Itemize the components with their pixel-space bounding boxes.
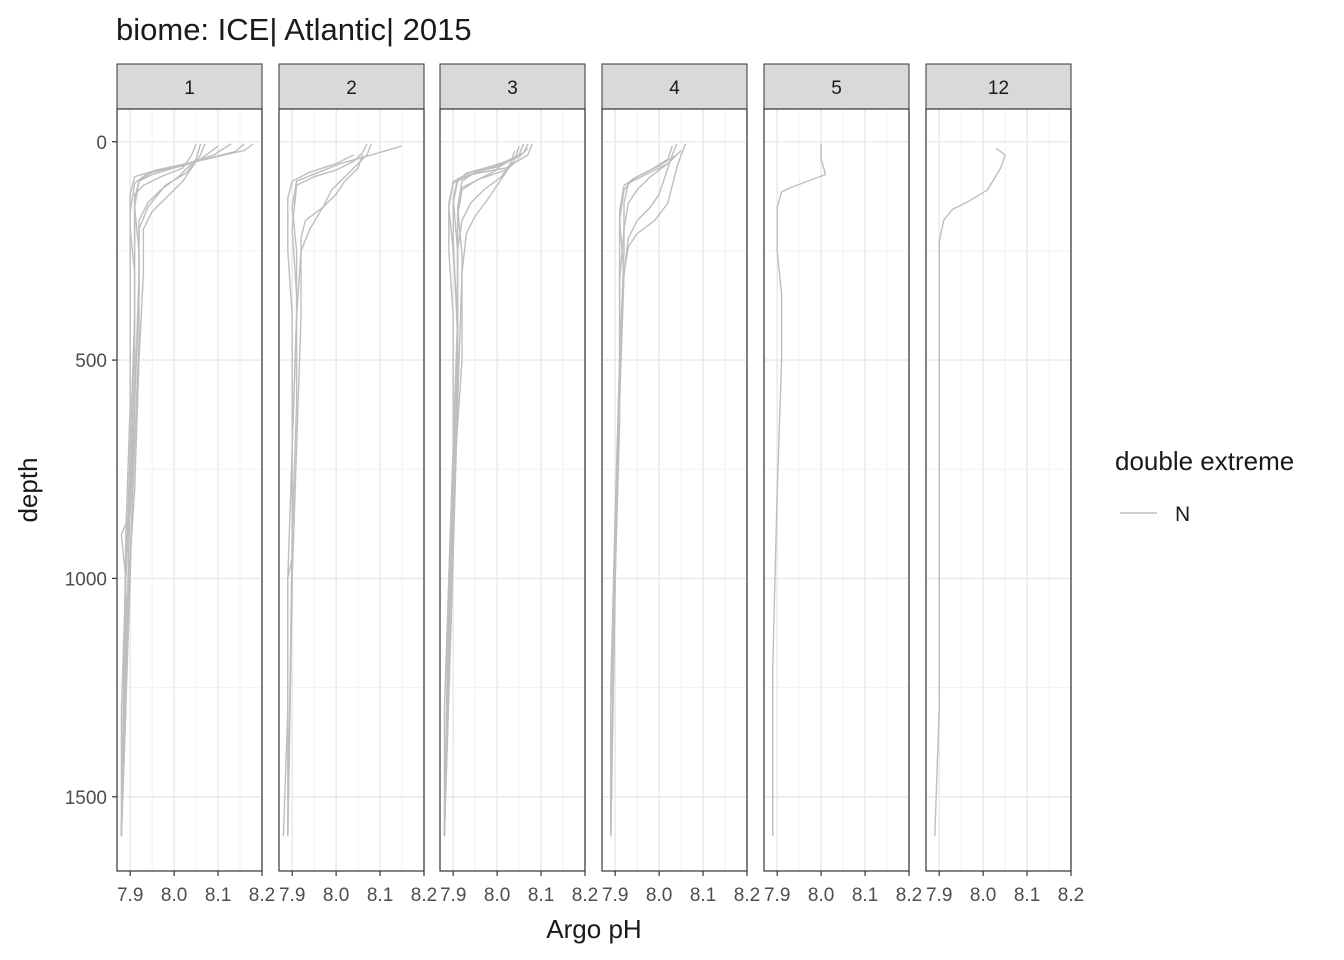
series-group [443,143,533,837]
profile-line [610,163,669,837]
x-axis-title: Argo pH [546,914,641,944]
chart-title: biome: ICE| Atlantic| 2015 [116,12,472,47]
panel-background [440,109,585,871]
x-tick-label: 8.0 [970,885,996,906]
facet-panel-3: 3 7.9 8.0 8.1 8.2 [439,63,598,906]
x-tick-label: 7.9 [764,885,790,906]
panel-background [926,109,1071,871]
facet-strip [601,63,748,110]
panel-border [116,108,263,872]
panel-background [602,109,747,871]
facet-strip-label: 12 [988,78,1009,99]
facet-strip [763,63,910,110]
facet-strip [278,63,425,110]
series-group [610,143,687,837]
x-tick-label: 7.9 [926,885,952,906]
facet-panels: 1 7.9 8.0 8.1 8.2 0 500 1000 1500 2 7.9 8.0 8.1 8.2 3 7… [65,63,1084,906]
profile-line [120,143,206,837]
x-tick-label: 8.2 [1058,885,1084,906]
x-tick-label: 8.2 [572,885,598,906]
facet-panel-2: 2 7.9 8.0 8.1 8.2 [278,63,437,906]
profile-line [772,143,827,837]
x-tick-label: 8.1 [852,885,878,906]
series-group [120,143,254,837]
series-group [934,147,1006,837]
legend: double extreme N [1115,446,1294,526]
facet-strip-label: 3 [507,78,518,99]
x-tick-label: 8.2 [249,885,275,906]
profile-line [120,143,232,837]
x-tick-label: 8.0 [323,885,349,906]
y-tick-label: 1500 [65,788,107,809]
profile-line [120,163,193,837]
series-group [282,143,403,837]
panel-border [763,108,910,872]
facet-strip-label: 1 [184,78,195,99]
facet-strip [925,63,1072,110]
facet-panel-12: 12 7.9 8.0 8.1 8.2 [925,63,1084,906]
x-tick-label: 7.9 [117,885,143,906]
x-tick-label: 7.9 [440,885,466,906]
y-tick-label: 1000 [65,569,107,590]
facet-panel-5: 5 7.9 8.0 8.1 8.2 [763,63,922,906]
x-tick-label: 8.1 [690,885,716,906]
profile-line [287,154,364,837]
panel-border [278,108,425,872]
x-tick-label: 8.1 [205,885,231,906]
profile-line [287,154,355,837]
panel-border [601,108,748,872]
x-tick-label: 7.9 [279,885,305,906]
facet-panel-4: 4 7.9 8.0 8.1 8.2 [601,63,760,906]
profile-line [443,160,507,837]
x-tick-label: 8.2 [896,885,922,906]
y-tick-label: 0 [96,133,107,154]
profile-line [287,143,368,837]
panel-border [925,108,1072,872]
panel-background [764,109,909,871]
x-tick-label: 8.1 [367,885,393,906]
panel-border [439,108,586,872]
x-tick-label: 8.2 [734,885,760,906]
panel-background [279,109,424,871]
legend-entries: N [1120,503,1190,526]
x-tick-label: 8.0 [808,885,834,906]
facet-panel-1: 1 7.9 8.0 8.1 8.2 0 500 1000 1500 [65,63,275,906]
facet-strip-label: 2 [346,78,357,99]
y-tick-label: 500 [75,351,107,372]
x-tick-label: 8.1 [1014,885,1040,906]
profile-line [610,154,678,837]
y-axis-title: depth [13,457,43,522]
x-tick-label: 7.9 [602,885,628,906]
facet-strip-label: 5 [831,78,842,99]
x-tick-label: 8.2 [411,885,437,906]
x-tick-label: 8.1 [528,885,554,906]
profile-line [934,147,1006,837]
series-group [772,143,827,837]
legend-label: N [1175,503,1190,526]
x-tick-label: 8.0 [484,885,510,906]
legend-title: double extreme [1115,446,1294,476]
profile-line [443,147,529,837]
facet-strip [116,63,263,110]
x-tick-label: 8.0 [646,885,672,906]
facet-strip-label: 4 [669,78,680,99]
x-tick-label: 8.0 [161,885,187,906]
panel-background [117,109,262,871]
